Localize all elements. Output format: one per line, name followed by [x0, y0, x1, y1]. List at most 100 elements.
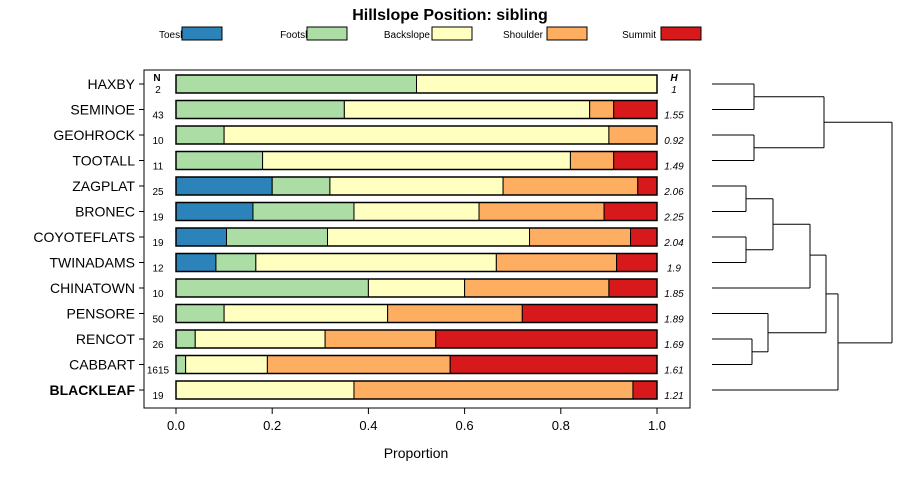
bar-coyoteflats-footslope	[226, 227, 329, 247]
bar-rencot-shoulder	[324, 329, 437, 349]
category-label-twinadams: TWINADAMS	[49, 255, 135, 271]
bar-haxby-footslope	[175, 74, 417, 94]
h-value-blackleaf: 1.21	[664, 391, 683, 402]
h-value-rencot: 1.69	[664, 340, 684, 351]
bar-zagplat-backslope	[329, 176, 504, 196]
x-axis-label: Proportion	[384, 445, 449, 461]
bar-coyoteflats-shoulder	[529, 227, 632, 247]
bar-outline-rencot	[175, 329, 658, 349]
n-value-blackleaf: 19	[152, 391, 164, 402]
n-value-pensore: 50	[152, 315, 164, 326]
category-label-cabbart: CABBART	[69, 357, 135, 373]
bar-twinadams-summit	[616, 253, 658, 272]
h-value-haxby: 1	[671, 85, 677, 96]
category-label-blackleaf: BLACKLEAF	[49, 382, 135, 398]
bar-zagplat-footslope	[271, 176, 331, 196]
n-value-coyoteflats: 19	[152, 238, 164, 249]
bar-coyoteflats-summit	[630, 227, 658, 247]
legend-label-summit: Summit	[622, 30, 656, 41]
bar-rencot-footslope	[175, 329, 196, 349]
bar-outline-chinatown	[175, 278, 658, 298]
bar-outline-zagplat	[175, 176, 658, 196]
bar-twinadams-backslope	[255, 253, 497, 272]
legend-label-toeslope: Toeslope	[159, 30, 199, 41]
bar-twinadams-toeslope	[175, 253, 217, 272]
bar-tootall-summit	[613, 151, 658, 170]
bar-pensore-summit	[521, 304, 658, 323]
bar-outline-blackleaf	[175, 380, 658, 400]
bar-seminoe-footslope	[175, 100, 345, 119]
h-value-chinatown: 1.85	[664, 289, 684, 300]
bar-chinatown-summit	[608, 278, 658, 298]
x-tick-label-4: 0.8	[552, 418, 570, 433]
bar-bronec-summit	[603, 202, 658, 221]
bar-geohrock-shoulder	[608, 125, 658, 145]
dendrogram	[712, 83, 893, 391]
bar-seminoe-summit	[613, 100, 658, 119]
n-column-header: N	[153, 73, 160, 84]
legend-swatch-footslope	[306, 26, 348, 41]
bar-cabbart-footslope	[175, 355, 187, 374]
legend-label-shoulder: Shoulder	[503, 30, 544, 41]
h-value-cabbart: 1.61	[664, 366, 683, 377]
bar-cabbart-summit	[449, 355, 658, 374]
category-label-coyoteflats: COYOTEFLATS	[33, 229, 135, 245]
bar-geohrock-backslope	[223, 125, 610, 145]
n-value-haxby: 2	[155, 85, 161, 96]
bar-bronec-footslope	[252, 202, 355, 221]
legend-swatch-summit	[660, 26, 702, 41]
x-tick-label-3: 0.6	[456, 418, 474, 433]
bar-zagplat-shoulder	[502, 176, 639, 196]
category-label-pensore: PENSORE	[67, 306, 135, 322]
bar-bronec-shoulder	[478, 202, 605, 221]
h-value-tootall: 1.49	[664, 162, 684, 173]
n-value-seminoe: 43	[152, 111, 164, 122]
x-axis: 0.0 0.2 0.4 0.6 0.8 1.0	[167, 408, 666, 433]
n-value-cabbart: 1615	[147, 366, 170, 377]
n-value-geohrock: 10	[152, 136, 164, 147]
plot-frame	[143, 69, 691, 409]
h-value-coyoteflats: 2.04	[663, 238, 684, 249]
bar-seminoe-backslope	[343, 100, 591, 119]
bar-outline-geohrock	[175, 125, 658, 145]
bar-coyoteflats-toeslope	[175, 227, 228, 247]
bar-haxby-backslope	[416, 74, 658, 94]
bars-group	[175, 74, 658, 400]
bar-seminoe-shoulder	[589, 100, 615, 119]
bar-pensore-backslope	[223, 304, 389, 323]
bar-tootall-backslope	[262, 151, 571, 170]
h-column: 1 1.55 0.92 1.49 2.06 2.25 2.04 1.9 1.85 1.89 1.69…	[663, 85, 684, 402]
bar-outline-pensore	[175, 303, 658, 324]
legend-label-footslope: Footslope	[280, 30, 324, 41]
category-label-tootall: TOOTALL	[72, 153, 135, 169]
n-value-tootall: 11	[153, 162, 164, 173]
legend-swatch-toeslope	[181, 26, 223, 41]
bar-twinadams-shoulder	[495, 253, 618, 272]
x-tick-label-0: 0.0	[167, 418, 185, 433]
h-value-geohrock: 0.92	[664, 136, 684, 147]
bar-bronec-backslope	[353, 202, 480, 221]
bar-coyoteflats-backslope	[327, 227, 531, 247]
bar-outline-tootall	[175, 150, 658, 171]
bar-outline-seminoe	[175, 99, 658, 120]
bar-zagplat-toeslope	[175, 176, 273, 196]
legend-swatch-backslope	[431, 26, 473, 41]
n-value-twinadams: 12	[152, 264, 164, 275]
bar-tootall-shoulder	[569, 151, 615, 170]
bar-outline-cabbart	[175, 354, 658, 375]
h-value-bronec: 2.25	[663, 213, 684, 224]
bar-pensore-footslope	[175, 304, 225, 323]
legend-label-backslope: Backslope	[384, 30, 431, 41]
n-value-bronec: 19	[152, 213, 164, 224]
h-value-zagplat: 2.06	[663, 187, 684, 198]
x-tick-label-1: 0.2	[263, 418, 281, 433]
x-tick-label-5: 1.0	[648, 418, 666, 433]
n-value-chinatown: 10	[152, 289, 164, 300]
bar-zagplat-summit	[637, 176, 658, 196]
bar-outline-haxby	[175, 74, 658, 94]
bar-bronec-toeslope	[175, 202, 254, 221]
bar-cabbart-backslope	[185, 355, 268, 374]
category-label-seminoe: SEMINOE	[70, 102, 135, 118]
h-value-seminoe: 1.55	[664, 111, 684, 122]
